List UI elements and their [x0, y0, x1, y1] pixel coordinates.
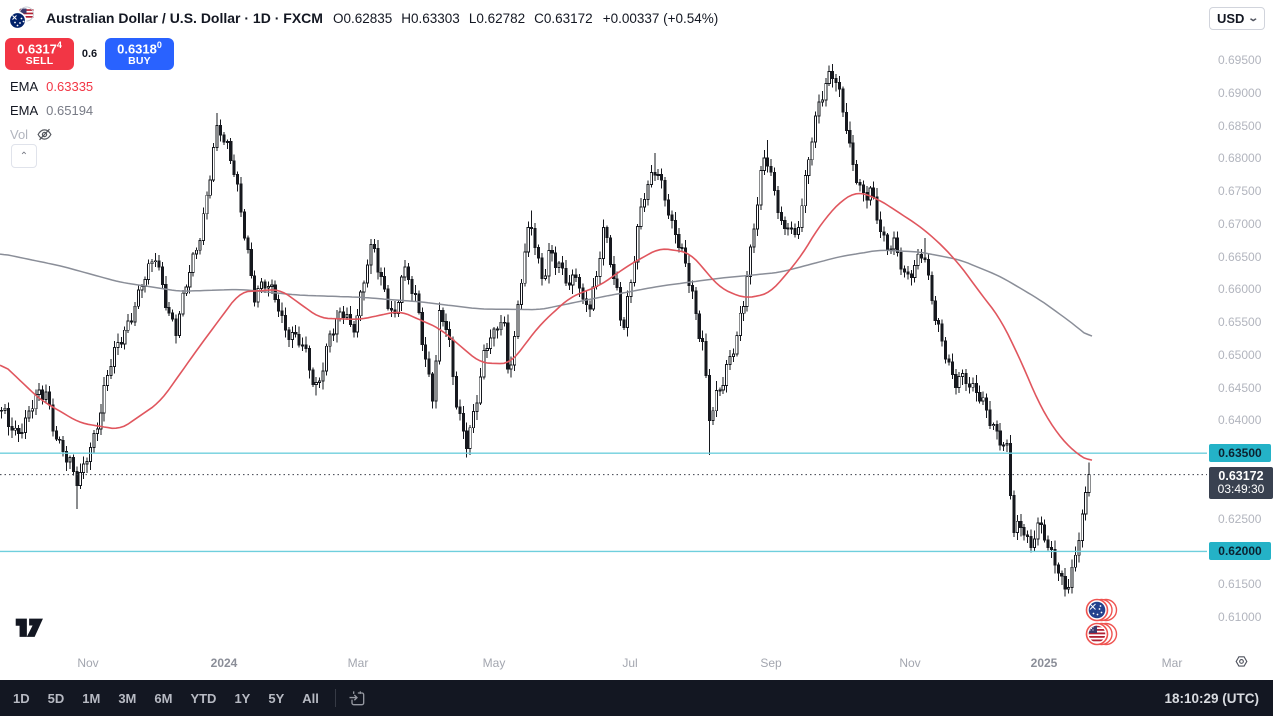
toolbar-divider: [334, 689, 336, 707]
price-tick-label: 0.62500: [1218, 511, 1262, 526]
ema-fast-label: EMA: [10, 78, 39, 94]
volume-label: Vol: [10, 126, 29, 142]
collapse-legend-button[interactable]: ⌃: [11, 144, 37, 168]
time-tick-label-nov: Nov: [899, 656, 921, 670]
ema-slow-label: EMA: [10, 102, 39, 118]
us-flag-event[interactable]: [1085, 622, 1118, 646]
price-tick-label: 0.64500: [1218, 380, 1262, 395]
ohlc-values: O0.62835 H0.63303 L0.62782 C0.63172: [333, 11, 593, 26]
ema-slow-row: EMA 0.65194: [10, 98, 93, 122]
time-tick-label-sep: Sep: [760, 656, 782, 670]
price-tick-label: 0.61000: [1218, 610, 1262, 624]
ema-slow-value: 0.65194: [46, 102, 94, 118]
range-button-1d[interactable]: 1D: [13, 690, 30, 706]
price-tick-label: 0.67500: [1218, 184, 1262, 199]
currency-label: USD: [1217, 11, 1245, 26]
ohlc-l: L0.62782: [468, 10, 526, 26]
indicator-legend: EMA 0.63335 EMA 0.65194 Vol: [10, 74, 93, 146]
price-tick-label: 0.65500: [1218, 315, 1262, 330]
range-button-5y[interactable]: 5Y: [268, 690, 285, 706]
range-button-all[interactable]: All: [302, 690, 319, 706]
time-axis[interactable]: Nov 2024 Mar May Jul Sep Nov 2025 Mar: [0, 648, 1207, 680]
price-tick-label: 0.66500: [1218, 249, 1262, 264]
price-tick-label: 0.68500: [1218, 118, 1262, 133]
time-tick-label-jul: Jul: [622, 656, 638, 670]
ohlc-h: H0.63303: [401, 10, 460, 26]
buy-button[interactable]: 0.63180 BUY: [105, 38, 174, 70]
last-price-value: 0.63172: [1218, 468, 1264, 483]
range-selector: 1D 5D 1M 3M 6M YTD 1Y 5Y All: [4, 686, 328, 710]
eye-slash-icon[interactable]: [36, 126, 53, 143]
price-tick-label: 0.65000: [1218, 347, 1262, 362]
go-to-date-button[interactable]: [343, 686, 371, 710]
sell-label: SELL: [25, 54, 54, 67]
ema-fast-row: EMA 0.63335: [10, 74, 93, 98]
range-button-6m[interactable]: 6M: [154, 690, 173, 706]
trade-panel: 0.63174 SELL 0.6 0.63180 BUY: [5, 38, 174, 70]
aud-usd-flag-icon: [8, 6, 36, 30]
volume-row: Vol: [10, 122, 93, 146]
range-button-1m[interactable]: 1M: [82, 690, 101, 706]
range-button-ytd[interactable]: YTD: [190, 690, 217, 706]
utc-clock[interactable]: 18:10:29 (UTC): [1164, 690, 1259, 706]
range-button-3m[interactable]: 3M: [118, 690, 137, 706]
range-button-5d[interactable]: 5D: [47, 690, 65, 706]
chart-canvas[interactable]: [0, 36, 1207, 648]
tradingview-logo[interactable]: [13, 615, 47, 645]
time-tick-label-mar: Mar: [1161, 656, 1183, 670]
level-price-label-0.62000: 0.62000: [1209, 542, 1271, 561]
ema-fast-value: 0.63335: [46, 78, 94, 94]
time-tick-label-2024: 2024: [210, 656, 238, 670]
ohlc-c: C0.63172: [534, 10, 593, 26]
bar-countdown: 03:49:30: [1217, 482, 1265, 497]
range-button-1y[interactable]: 1Y: [234, 690, 251, 706]
last-price-label: 0.63172 03:49:30: [1209, 467, 1273, 499]
symbol-title[interactable]: Australian Dollar / U.S. Dollar · 1D · F…: [46, 10, 323, 26]
time-tick-label-2025: 2025: [1030, 656, 1058, 670]
spread-value: 0.6: [81, 48, 98, 60]
currency-dropdown[interactable]: USD ⌄: [1209, 7, 1265, 30]
price-tick-label: 0.69000: [1218, 85, 1262, 100]
sell-price: 0.63174: [17, 40, 62, 57]
chevron-down-icon: ⌄: [1246, 13, 1259, 24]
sell-button[interactable]: 0.63174 SELL: [5, 38, 74, 70]
chevron-up-icon: ⌃: [19, 150, 29, 162]
buy-label: BUY: [128, 54, 151, 67]
price-tick-label: 0.64000: [1218, 413, 1262, 428]
price-axis[interactable]: 0.69500 0.69000 0.68500 0.68000 0.67500 0.670…: [1207, 36, 1273, 667]
price-tick-label: 0.69500: [1218, 53, 1262, 67]
change-value: +0.00337 (+0.54%): [602, 10, 719, 26]
buy-price: 0.63180: [117, 40, 162, 57]
gear-icon[interactable]: [1233, 654, 1250, 676]
time-tick-label-nov: Nov: [77, 656, 99, 670]
australia-flag-event[interactable]: [1085, 598, 1118, 622]
time-tick-label-mar: Mar: [347, 656, 369, 670]
calendar-arrow-icon: [349, 691, 365, 706]
time-tick-label-may: May: [482, 656, 506, 670]
price-tick-label: 0.68000: [1218, 151, 1262, 166]
bottom-toolbar: 1D 5D 1M 3M 6M YTD 1Y 5Y All 18:10:29 (UTC): [0, 680, 1273, 716]
price-tick-label: 0.61500: [1218, 577, 1262, 592]
level-price-label-0.63500: 0.63500: [1209, 444, 1271, 463]
ohlc-o: O0.62835: [332, 10, 393, 26]
price-tick-label: 0.67000: [1218, 216, 1262, 231]
symbol-header: Australian Dollar / U.S. Dollar · 1D · F…: [0, 0, 1203, 36]
price-tick-label: 0.66000: [1218, 282, 1262, 297]
